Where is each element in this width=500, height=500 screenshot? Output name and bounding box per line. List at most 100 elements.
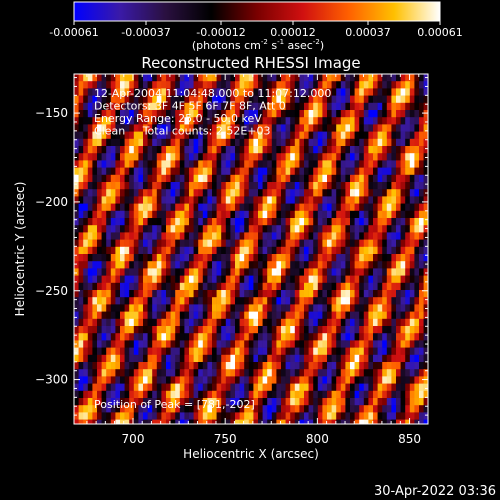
heatmap-cell: [129, 333, 135, 341]
heatmap-cell: [198, 210, 204, 219]
heatmap-cell: [230, 131, 236, 140]
heatmap-cell: [262, 297, 268, 305]
heatmap-cell: [156, 333, 162, 341]
heatmap-cell: [363, 376, 369, 384]
heatmap-cell: [189, 174, 194, 183]
heatmap-cell: [276, 189, 282, 197]
heatmap-cell: [276, 74, 282, 82]
heatmap-cell: [225, 196, 231, 204]
colorbar-tick-label: 0.00061: [417, 26, 463, 39]
heatmap-cell: [115, 354, 121, 363]
heatmap-cell: [110, 131, 116, 140]
heatmap-cell: [87, 362, 93, 370]
heatmap-cell: [382, 254, 388, 262]
heatmap-cell: [317, 239, 323, 248]
heatmap-cell: [396, 405, 401, 413]
heatmap-cell: [198, 239, 204, 248]
heatmap-cell: [120, 261, 125, 269]
heatmap-cell: [248, 326, 254, 334]
heatmap-cell: [340, 182, 346, 190]
heatmap-cell: [74, 398, 79, 406]
heatmap-cell: [175, 362, 181, 370]
heatmap-cell: [350, 297, 355, 305]
heatmap-cell: [152, 81, 158, 89]
heatmap-cell: [253, 167, 259, 176]
heatmap-cell: [184, 124, 190, 132]
heatmap-cell: [152, 153, 158, 161]
heatmap-cell: [133, 124, 139, 132]
heatmap-cell: [423, 117, 428, 125]
heatmap-cell: [414, 390, 420, 399]
heatmap-cell: [161, 297, 167, 305]
heatmap-cell: [230, 290, 236, 298]
heatmap-cell: [423, 81, 428, 89]
heatmap-cell: [147, 196, 153, 204]
heatmap-cell: [170, 282, 176, 291]
heatmap-cell: [87, 225, 93, 233]
heatmap-cell: [322, 196, 328, 204]
heatmap-cell: [244, 239, 250, 248]
heatmap-cell: [262, 376, 268, 384]
heatmap-cell: [120, 376, 125, 384]
heatmap-cell: [189, 383, 194, 392]
heatmap-cell: [78, 311, 84, 320]
heatmap-cell: [235, 203, 240, 212]
heatmap-cell: [368, 174, 374, 183]
heatmap-cell: [373, 102, 378, 111]
heatmap-cell: [147, 383, 153, 392]
heatmap-cell: [350, 225, 355, 233]
heatmap-cell: [400, 189, 406, 197]
heatmap-cell: [386, 196, 392, 204]
heatmap-cell: [101, 81, 107, 89]
heatmap-cell: [386, 340, 392, 348]
heatmap-cell: [258, 390, 263, 399]
heatmap-cell: [156, 110, 162, 118]
heatmap-cell: [184, 153, 190, 161]
heatmap-cell: [373, 131, 378, 140]
heatmap-cell: [386, 412, 392, 420]
heatmap-cell: [225, 102, 231, 111]
heatmap-cell: [175, 153, 181, 161]
heatmap-cell: [152, 225, 158, 233]
heatmap-cell: [400, 369, 406, 377]
heatmap-cell: [170, 398, 176, 406]
heatmap-cell: [423, 333, 428, 341]
heatmap-cell: [239, 390, 245, 399]
heatmap-cell: [363, 153, 369, 161]
heatmap-cell: [97, 167, 102, 176]
heatmap-cell: [396, 74, 401, 82]
heatmap-cell: [267, 390, 273, 399]
heatmap-cell: [299, 124, 305, 132]
heatmap-cell: [409, 131, 415, 140]
heatmap-cell: [230, 318, 236, 327]
heatmap-cell: [133, 268, 139, 276]
heatmap-cell: [179, 254, 185, 262]
heatmap-cell: [179, 153, 185, 161]
heatmap-cell: [74, 405, 79, 413]
heatmap-cell: [120, 131, 125, 140]
heatmap-cell: [327, 311, 332, 320]
heatmap-cell: [382, 81, 388, 89]
heatmap-cell: [400, 174, 406, 183]
heatmap-cell: [271, 290, 277, 298]
heatmap-cell: [175, 333, 181, 341]
heatmap-cell: [414, 110, 420, 118]
heatmap-cell: [253, 189, 259, 197]
heatmap-cell: [317, 318, 323, 327]
heatmap-cell: [83, 340, 89, 348]
heatmap-cell: [207, 225, 213, 233]
heatmap-cell: [327, 138, 332, 147]
heatmap-cell: [147, 218, 153, 226]
heatmap-cell: [152, 203, 158, 212]
heatmap-cell: [405, 88, 411, 96]
heatmap-cell: [267, 102, 273, 111]
heatmap-cell: [87, 182, 93, 190]
heatmap-cell: [368, 189, 374, 197]
heatmap-cell: [202, 383, 208, 392]
heatmap-cell: [235, 369, 240, 377]
heatmap-cell: [322, 138, 328, 147]
heatmap-cell: [239, 311, 245, 320]
heatmap-cell: [166, 239, 171, 248]
heatmap-cell: [248, 146, 254, 154]
heatmap-cell: [294, 160, 300, 168]
